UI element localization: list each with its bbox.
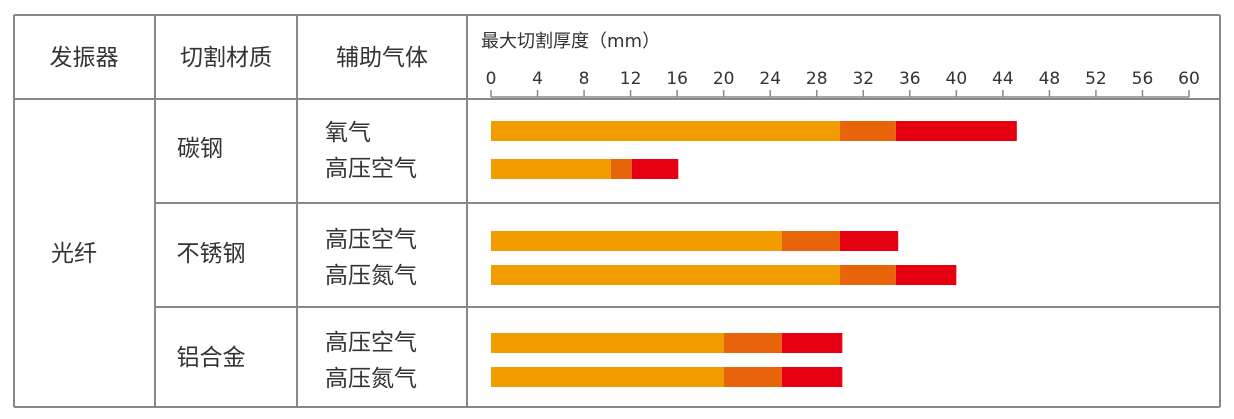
bar-segment-low: [491, 121, 840, 141]
bar-segment-mid: [840, 121, 896, 141]
gas-label: 高压空气: [325, 156, 417, 182]
bar-segment-mid: [723, 367, 782, 387]
bar-segment-low: [491, 231, 782, 251]
x-tick-label: 60: [1178, 69, 1200, 89]
gas-label: 高压空气: [325, 227, 417, 253]
x-tick-label: 24: [759, 69, 781, 89]
bar-segment-high: [781, 333, 843, 353]
chart-title: 最大切割厚度（mm）: [481, 31, 660, 52]
bar-segment-mid: [723, 333, 782, 353]
bar-segment-high: [781, 367, 843, 387]
x-tick-label: 4: [532, 69, 543, 89]
oscillator-value: 光纤: [51, 241, 97, 267]
x-tick-label: 36: [899, 69, 921, 89]
x-tick-label: 16: [666, 69, 688, 89]
x-tick-label: 32: [852, 69, 874, 89]
bar-segment-mid: [840, 265, 896, 285]
x-tick-label: 40: [946, 69, 968, 89]
gas-label: 高压氮气: [325, 366, 417, 392]
x-tick-label: 44: [992, 69, 1014, 89]
x-tick-label: 52: [1085, 69, 1107, 89]
bar-segment-high: [895, 121, 1017, 141]
x-tick-label: 56: [1132, 69, 1154, 89]
header-oscillator: 发振器: [50, 45, 119, 71]
material-label: 碳钢: [177, 136, 223, 162]
x-tick-label: 0: [486, 69, 497, 89]
material-label: 铝合金: [177, 345, 246, 371]
bar-segment-high: [840, 231, 899, 251]
bar-segment-mid: [781, 231, 840, 251]
bar-segment-low: [491, 159, 611, 179]
bar-segment-low: [491, 367, 724, 387]
x-tick-label: 20: [713, 69, 735, 89]
header-gas: 辅助气体: [336, 45, 428, 71]
x-axis: 0 4 8 12 16 20 24 28 32 36 40 44 48 52 56 60: [486, 69, 1200, 98]
bar-segment-high: [895, 265, 957, 285]
gas-label: 高压空气: [325, 330, 417, 356]
x-tick-label: 48: [1039, 69, 1061, 89]
x-tick-label: 12: [620, 69, 642, 89]
header-material: 切割材质: [180, 45, 272, 71]
gas-label: 氧气: [325, 120, 371, 146]
bar-segment-mid: [610, 159, 632, 179]
bar-segment-high: [631, 159, 679, 179]
gas-label: 高压氮气: [325, 263, 417, 289]
bar-area: [491, 121, 1017, 387]
x-tick-label: 8: [579, 69, 590, 89]
material-label: 不锈钢: [177, 241, 246, 267]
x-tick-label: 28: [806, 69, 828, 89]
bar-segment-low: [491, 333, 724, 353]
table-frame: [13, 14, 1221, 408]
bar-segment-low: [491, 265, 840, 285]
